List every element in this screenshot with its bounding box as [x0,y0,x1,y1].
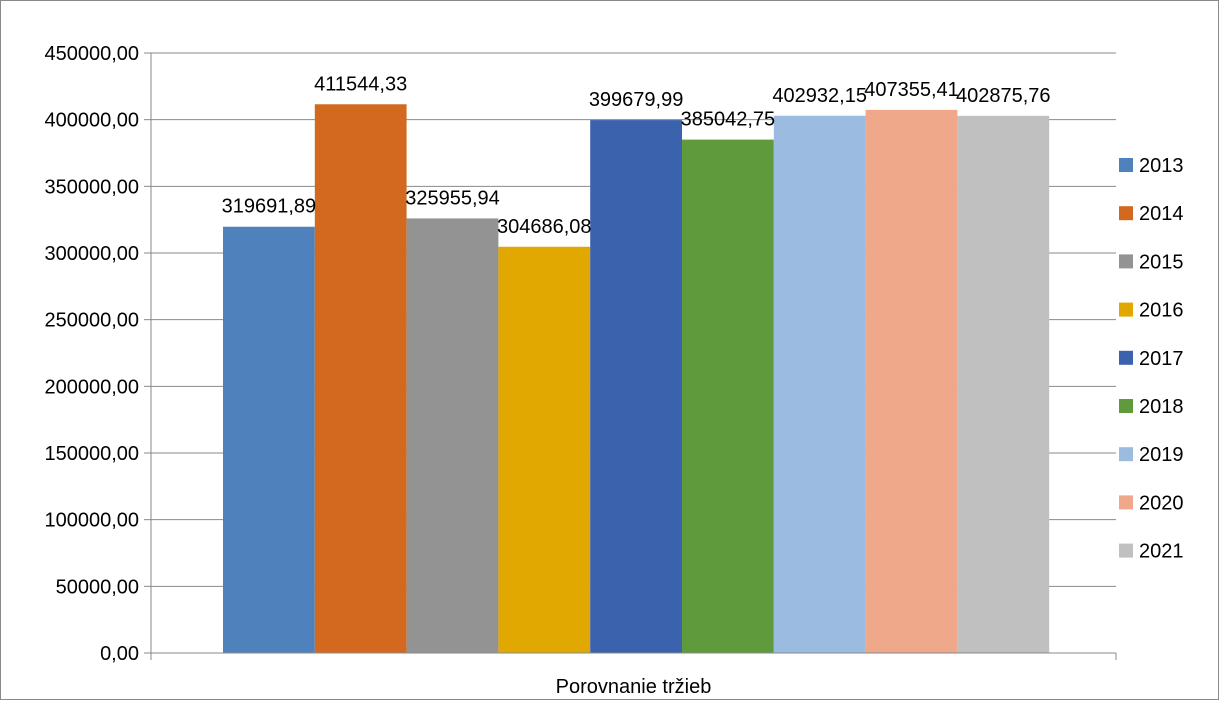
y-tick-label: 0,00 [100,643,139,665]
y-tick-label: 350000,00 [44,176,139,198]
legend: 2013 2014 2015 2016 2017 2018 2019 2020 2021 [1119,155,1184,563]
legend-swatch-2017 [1119,350,1133,365]
legend-label-2018: 2018 [1139,396,1184,418]
bars [223,104,1050,654]
bar-2016 [498,246,591,653]
data-label-2020: 407355,41 [864,79,959,101]
data-label-2017: 399679,99 [589,89,684,111]
legend-label-2020: 2020 [1139,492,1184,514]
data-label-2018: 385042,75 [681,109,776,131]
bar-2021 [957,115,1050,653]
legend-label-2016: 2016 [1139,300,1184,322]
bar-2018 [682,139,774,653]
legend-swatch-2015 [1119,254,1133,269]
axes [144,52,1117,660]
data-label-2021: 402875,76 [956,85,1051,107]
data-label-2013: 319691,89 [222,196,317,218]
legend-swatch-2020 [1119,495,1133,510]
legend-swatch-2014 [1119,206,1133,221]
y-tick-label: 150000,00 [44,443,139,465]
bar-2020 [865,109,958,654]
data-label-2019: 402932,15 [772,85,867,107]
bar-2015 [406,218,499,653]
legend-label-2019: 2019 [1139,444,1184,466]
bar-2013 [223,226,315,653]
legend-swatch-2019 [1119,447,1133,462]
legend-label-2014: 2014 [1139,203,1184,225]
y-tick-label: 450000,00 [44,43,139,65]
data-label-2014: 411544,33 [314,73,407,95]
legend-label-2017: 2017 [1139,348,1184,370]
bar-2019 [773,115,866,653]
bar-2017 [590,120,682,654]
data-label-2015: 325955,94 [405,187,500,209]
y-axis-tick-labels: 0,00 50000,00 100000,00 150000,00 200000,00 2… [44,43,139,665]
legend-swatch-2021 [1119,543,1133,558]
bar-2014 [314,104,407,653]
legend-label-2015: 2015 [1139,251,1184,273]
legend-swatch-2016 [1119,302,1133,317]
y-tick-label: 250000,00 [44,310,139,332]
legend-swatch-2018 [1119,399,1133,413]
legend-label-2013: 2013 [1139,155,1184,177]
legend-swatch-2013 [1119,158,1133,172]
y-tick-label: 200000,00 [44,376,139,398]
x-category-label: Porovnanie tržieb [556,676,712,698]
y-tick-label: 400000,00 [44,110,139,132]
y-tick-label: 100000,00 [44,510,139,532]
y-tick-label: 300000,00 [44,243,139,265]
data-label-2016: 304686,08 [497,216,592,238]
legend-label-2021: 2021 [1139,541,1184,563]
y-tick-label: 50000,00 [56,576,139,598]
data-labels: 319691,89 411544,33 325955,94 304686,08 3996… [222,73,1051,237]
